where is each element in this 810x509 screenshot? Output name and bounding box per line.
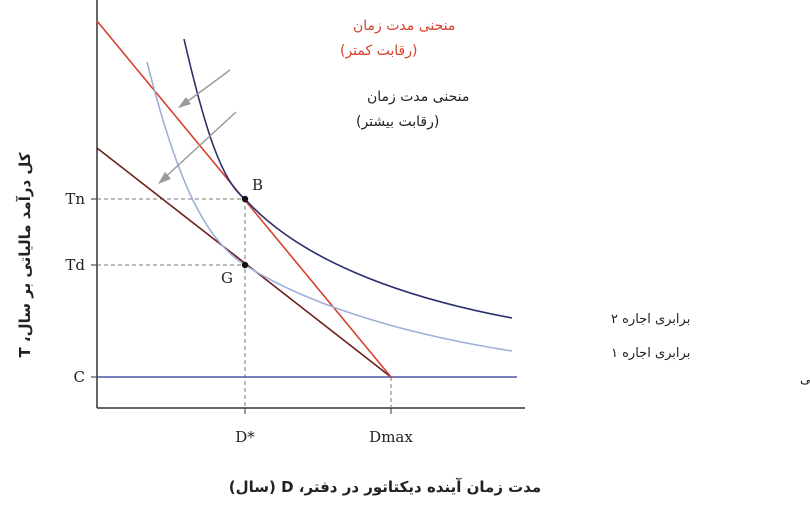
rent-parity-2-label: برابری اجاره ۲ xyxy=(611,312,690,327)
point-g xyxy=(241,261,249,269)
rent-parity-2-curve xyxy=(183,38,513,319)
rent-parity-1-label: برابری اجاره ۱ xyxy=(611,346,690,361)
annotation-arrowhead-more-competition xyxy=(158,172,171,184)
point-g-label: G xyxy=(221,269,233,287)
rent-parity-1-curve xyxy=(146,61,513,352)
point-b-label: B xyxy=(252,176,263,194)
y-tick-label-tn: Tn xyxy=(65,190,85,208)
y-axis-title: کل درآمد مالیاتی بر سال، T xyxy=(16,152,34,357)
x-tick-label-dstar: D* xyxy=(235,428,255,446)
x-tick-label-dmax: Dmax xyxy=(369,428,413,446)
x-axis-title: مدت زمان آینده دیکتاتور در دفتر، D (سال) xyxy=(229,478,541,496)
annotation-less-competition-line2: (رقابت کمتر) xyxy=(340,43,417,59)
y-tick-label-c: C xyxy=(74,368,85,386)
y-tick-label-td: Td xyxy=(65,256,85,274)
annotation-more-competition-line1: منحنی مدت زمان xyxy=(367,89,469,105)
point-b xyxy=(241,195,249,203)
cost-line-label: هزینه سالانه فراهم کردن خدمات عمومی xyxy=(800,372,810,387)
annotation-more-competition-line2: (رقابت بیشتر) xyxy=(356,114,439,130)
annotation-arrowhead-less-competition xyxy=(178,97,191,108)
annotation-less-competition-line1: منحنی مدت زمان xyxy=(353,18,455,34)
annotation-arrow-more-competition xyxy=(159,111,237,183)
